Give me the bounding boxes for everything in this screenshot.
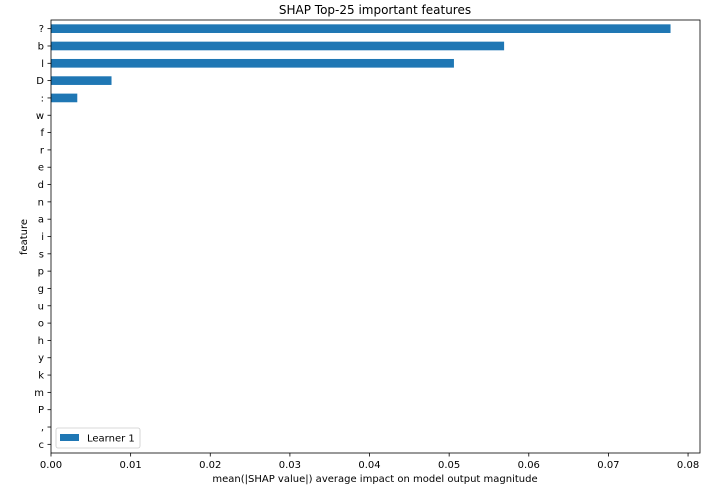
y-tick-label: ? [39, 24, 44, 35]
y-tick-label: a [38, 215, 44, 226]
y-axis-label: feature [19, 219, 30, 255]
y-tick-label: d [38, 180, 44, 191]
legend-swatch [60, 434, 79, 441]
plot-frame [50, 19, 701, 454]
y-tick-label: : [41, 93, 44, 104]
y-tick-label: r [40, 145, 45, 156]
x-tick-label: 0.07 [597, 460, 619, 471]
bar-1 [51, 24, 671, 33]
chart-title: SHAP Top-25 important features [279, 3, 471, 17]
y-tick-label: b [38, 41, 44, 52]
y-tick-label: f [40, 128, 44, 139]
bar-3 [51, 58, 454, 68]
y-tick-label: y [38, 353, 44, 364]
y-tick-label: w [36, 111, 44, 122]
y-tick-label: u [38, 301, 44, 312]
x-tick-label: 0.04 [358, 460, 380, 471]
x-tick-label: 0.05 [438, 460, 460, 471]
y-tick-label: o [38, 319, 44, 330]
y-tick-label: P [38, 405, 44, 416]
y-tick-label: i [41, 232, 44, 243]
x-tick-label: 0.01 [119, 460, 141, 471]
y-tick-label: m [34, 388, 44, 399]
bar-4 [51, 76, 112, 85]
y-tick-label: l [41, 59, 44, 70]
y-tick-label: k [38, 371, 44, 382]
y-tick-label: e [38, 163, 44, 174]
x-tick-group: 0.00 0.01 0.02 0.03 0.04 0.05 0.06 0.07 0.08 [40, 453, 699, 471]
bar-5 [51, 93, 78, 103]
y-tick-label: p [38, 267, 44, 278]
legend-box [55, 427, 141, 449]
x-tick-label: 0.00 [40, 460, 62, 471]
x-axis-label: mean(|SHAP value|) average impact on mod… [212, 474, 537, 485]
bar-2 [51, 41, 505, 51]
y-tick-label: n [38, 197, 44, 208]
y-tick-label: D [36, 76, 44, 87]
x-tick-label: 0.02 [199, 460, 221, 471]
legend-label: Learner 1 [87, 434, 135, 445]
y-tick-label: s [39, 249, 44, 260]
x-tick-label: 0.06 [518, 460, 540, 471]
x-tick-label: 0.08 [677, 460, 699, 471]
x-tick-label: 0.03 [279, 460, 301, 471]
y-tick-label: g [38, 284, 44, 295]
y-tick-label: c [39, 440, 45, 451]
legend: Learner 1 [55, 427, 141, 449]
y-tick-label: , [41, 423, 44, 434]
bar-group [51, 24, 671, 103]
y-tick-label: h [38, 336, 44, 347]
